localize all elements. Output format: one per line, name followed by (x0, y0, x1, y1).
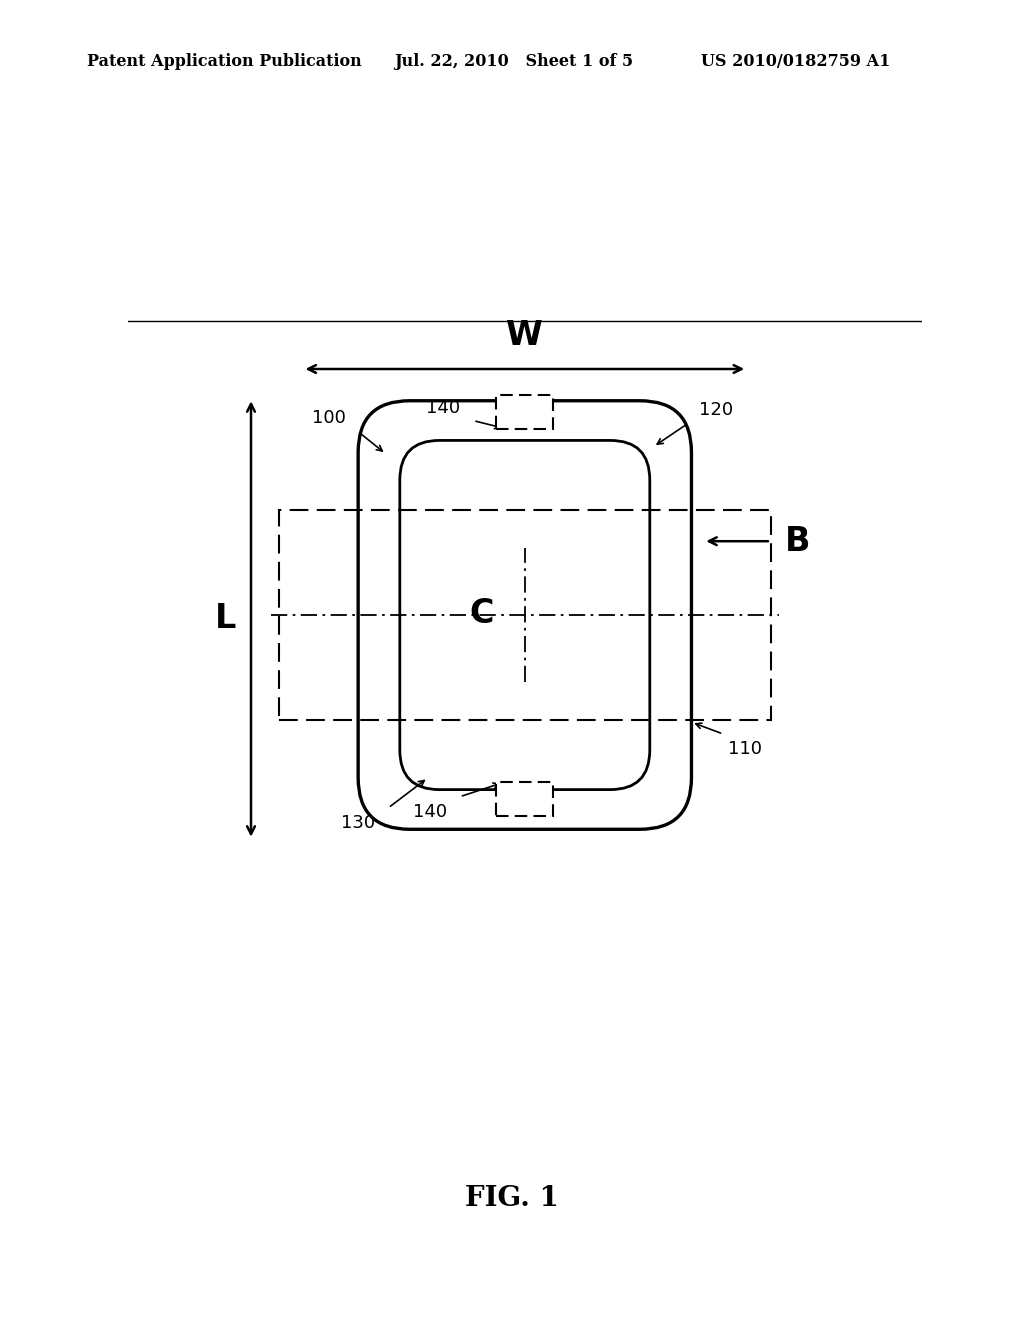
Text: 130: 130 (341, 814, 376, 832)
Text: US 2010/0182759 A1: US 2010/0182759 A1 (701, 53, 891, 70)
Bar (497, 783, 553, 816)
Text: 120: 120 (699, 401, 733, 418)
Text: 100: 100 (311, 409, 345, 426)
Bar (497, 395, 553, 429)
Text: C: C (469, 597, 494, 630)
Bar (279, 510, 771, 721)
Text: 140: 140 (413, 803, 447, 821)
Text: L: L (215, 602, 237, 635)
Text: Patent Application Publication: Patent Application Publication (87, 53, 361, 70)
Text: 110: 110 (728, 739, 762, 758)
Text: 140: 140 (426, 399, 460, 417)
Text: W: W (506, 318, 544, 351)
Text: Jul. 22, 2010   Sheet 1 of 5: Jul. 22, 2010 Sheet 1 of 5 (394, 53, 634, 70)
Text: FIG. 1: FIG. 1 (465, 1185, 559, 1212)
Text: B: B (785, 525, 811, 558)
